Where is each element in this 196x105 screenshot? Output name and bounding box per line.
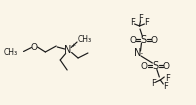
Text: F: F [163,81,168,91]
Text: F: F [151,79,156,87]
Text: O: O [31,43,38,51]
Text: CH₃: CH₃ [78,35,92,43]
Text: S: S [152,61,158,71]
Text: O: O [129,35,136,45]
Text: O: O [163,62,170,70]
Text: O: O [151,35,158,45]
Text: O: O [141,62,148,70]
Text: N: N [64,45,72,55]
Text: F: F [144,18,149,26]
Text: F: F [138,14,143,22]
Text: F: F [130,18,135,26]
Text: N: N [134,48,141,58]
Text: F: F [165,74,170,83]
Text: CH₃: CH₃ [4,47,18,56]
Text: +: + [70,43,75,48]
Text: ¯: ¯ [140,54,143,60]
Text: S: S [140,35,147,45]
